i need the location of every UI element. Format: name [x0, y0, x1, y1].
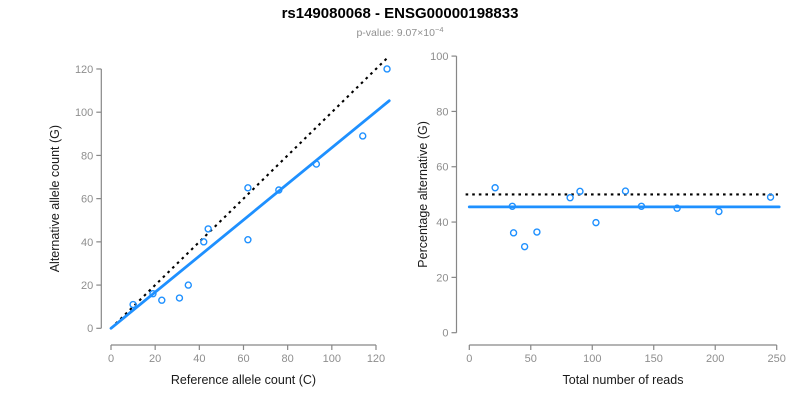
data-point: [383, 65, 391, 73]
data-point: [673, 204, 681, 212]
y-tick-label: 80: [81, 150, 93, 162]
data-point: [508, 202, 517, 210]
pvalue-exponent: −4: [434, 25, 444, 34]
pvalue-text: p-value: 9.07×10: [356, 27, 435, 39]
figure-subtitle: p-value: 9.07×10−4: [0, 25, 800, 39]
y-tick-label: 0: [87, 323, 93, 335]
y-tick-label: 60: [436, 162, 448, 174]
y-tick-label: 120: [75, 64, 93, 76]
data-point: [204, 225, 212, 233]
percentage-plot: 0 50 100 150 200 250 0 20 40 60 80 100 Total number …: [416, 51, 786, 387]
data-point: [184, 281, 192, 289]
y-tick-label: 80: [436, 106, 448, 118]
data-point: [576, 187, 584, 196]
data-point: [715, 207, 723, 216]
fitted-ratio-line: [109, 99, 391, 330]
figure-title: rs149080068 - ENSG00000198833: [281, 5, 519, 22]
data-point: [592, 218, 600, 227]
data-point: [244, 235, 252, 244]
data-point: [275, 186, 283, 194]
y-axis-title: Alternative allele count (G): [48, 125, 62, 272]
data-point: [491, 184, 499, 192]
y-axis-title: Percentage alternative (G): [416, 121, 430, 268]
data-point: [637, 202, 646, 210]
y-tick-label: 20: [81, 280, 93, 292]
x-axis-title: Total number of reads: [563, 373, 684, 387]
x-tick-label: 0: [466, 353, 472, 365]
x-tick-label: 60: [237, 353, 249, 365]
data-point: [312, 160, 321, 168]
x-tick-label: 120: [367, 353, 385, 365]
x-tick-label: 80: [282, 353, 294, 365]
data-point: [533, 228, 541, 236]
identity-line: [110, 56, 390, 330]
x-tick-label: 0: [108, 353, 114, 365]
data-point: [175, 294, 184, 302]
x-tick-label: 20: [149, 353, 161, 365]
y-tick-label: 40: [81, 237, 93, 249]
data-point: [129, 300, 137, 309]
data-point: [149, 290, 157, 298]
x-tick-label: 200: [706, 353, 724, 365]
y-tick-label: 0: [442, 328, 448, 340]
data-point: [200, 238, 208, 246]
data-point: [158, 296, 166, 304]
y-tick-label: 100: [430, 51, 448, 63]
y-tick-label: 20: [436, 272, 448, 284]
data-point: [520, 242, 529, 251]
allele-count-plot: 0 20 40 60 80 100 120 0 20 40 60 80 100 120 Reference …: [48, 56, 391, 387]
data-point: [566, 194, 574, 202]
x-axis-title: Reference allele count (C): [171, 373, 316, 387]
y-tick-label: 40: [436, 217, 448, 229]
x-tick-label: 150: [645, 353, 663, 365]
x-tick-label: 250: [768, 353, 786, 365]
x-tick-label: 100: [583, 353, 601, 365]
data-point: [621, 187, 630, 195]
y-tick-label: 100: [75, 107, 93, 119]
data-point: [359, 132, 367, 140]
data-point: [766, 193, 775, 201]
data-point: [509, 229, 518, 237]
y-tick-label: 60: [81, 194, 93, 206]
x-tick-label: 40: [193, 353, 205, 365]
x-tick-label: 100: [323, 353, 341, 365]
data-point: [244, 184, 252, 192]
x-tick-label: 50: [525, 353, 537, 365]
